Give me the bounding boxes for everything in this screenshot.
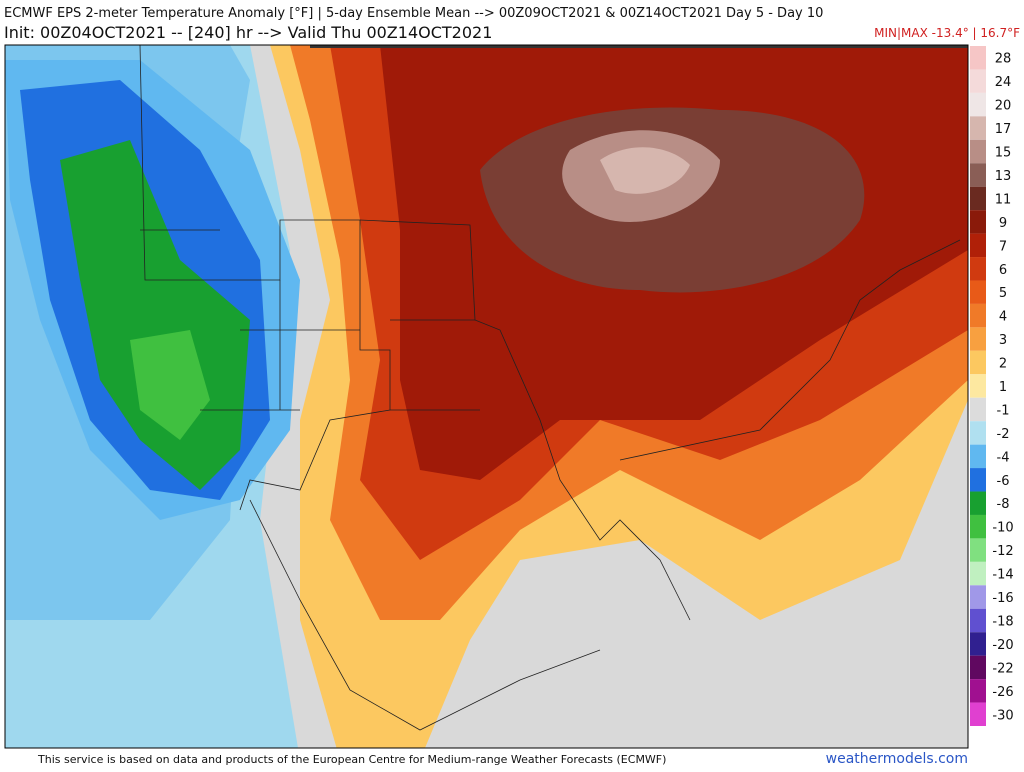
colorbar-label: -12 <box>992 544 1013 559</box>
colorbar-label: -30 <box>992 708 1013 723</box>
colorbar-label: 3 <box>999 333 1007 348</box>
colorbar-swatch <box>970 210 986 234</box>
colorbar-swatch <box>970 632 986 656</box>
colorbar-label: -1 <box>997 403 1010 418</box>
colorbar-label: 11 <box>995 192 1012 207</box>
colorbar-label: 28 <box>995 52 1012 67</box>
colorbar-label: -14 <box>992 568 1013 583</box>
colorbar-label: -4 <box>997 450 1010 465</box>
colorbar-swatch <box>970 397 986 422</box>
colorbar-label: -20 <box>992 638 1013 653</box>
map <box>4 44 969 749</box>
colorbar-label: -22 <box>992 661 1013 676</box>
colorbar-label: 13 <box>995 169 1012 184</box>
colorbar-label: 24 <box>995 75 1012 90</box>
colorbar: 28 24 20 17 15 13 11 9 7 6 5 4 3 2 1 -1 -2 -4 -6 -8 -10 -12 -1… <box>970 46 1014 726</box>
colorbar-swatch <box>970 538 986 562</box>
colorbar-label: 9 <box>999 216 1007 231</box>
colorbar-label: -8 <box>997 497 1010 512</box>
colorbar-swatch <box>970 233 986 258</box>
colorbar-swatch <box>970 514 986 539</box>
colorbar-label: -10 <box>992 521 1013 536</box>
colorbar-swatch <box>970 257 986 281</box>
colorbar-swatch <box>970 561 986 586</box>
colorbar-label: -2 <box>997 427 1010 442</box>
subtitle: Init: 00Z04OCT2021 -- [240] hr --> Valid… <box>4 23 492 42</box>
colorbar-label: 20 <box>995 99 1012 114</box>
colorbar-swatch <box>970 608 986 633</box>
colorbar-swatch <box>970 280 986 304</box>
colorbar-swatch <box>970 444 986 469</box>
colorbar-swatch <box>970 69 986 93</box>
title: ECMWF EPS 2-meter Temperature Anomaly [°… <box>4 6 823 21</box>
colorbar-label: 7 <box>999 239 1007 254</box>
site-link[interactable]: weathermodels.com <box>826 751 968 767</box>
colorbar-swatch <box>970 679 986 703</box>
colorbar-label: 15 <box>995 146 1012 161</box>
colorbar-swatch <box>970 327 986 351</box>
colorbar-label: 6 <box>999 263 1007 278</box>
colorbar-swatch <box>970 92 986 117</box>
colorbar-swatch <box>970 421 986 445</box>
colorbar-swatch <box>970 702 986 726</box>
colorbar-swatch <box>970 139 986 164</box>
colorbar-label: -18 <box>992 614 1013 629</box>
colorbar-swatch <box>970 186 986 211</box>
colorbar-swatch <box>970 116 986 140</box>
colorbar-swatch <box>970 374 986 398</box>
colorbar-swatch <box>970 585 986 609</box>
colorbar-swatch <box>970 303 986 328</box>
colorbar-label: -16 <box>992 591 1013 606</box>
colorbar-label: 5 <box>999 286 1007 301</box>
colorbar-label: 17 <box>995 122 1012 137</box>
colorbar-label: -6 <box>997 474 1010 489</box>
minmax: MIN|MAX -13.4° | 16.7°F <box>874 26 1020 40</box>
colorbar-swatch <box>970 350 986 375</box>
credit: This service is based on data and produc… <box>37 753 666 766</box>
colorbar-swatch <box>970 655 986 680</box>
colorbar-swatch <box>970 163 986 187</box>
colorbar-label: 1 <box>999 380 1007 395</box>
colorbar-swatch <box>970 46 986 70</box>
colorbar-label: -26 <box>992 685 1013 700</box>
colorbar-swatch <box>970 468 986 492</box>
colorbar-swatch <box>970 491 986 515</box>
colorbar-label: 2 <box>999 357 1007 372</box>
colorbar-label: 4 <box>999 310 1007 325</box>
